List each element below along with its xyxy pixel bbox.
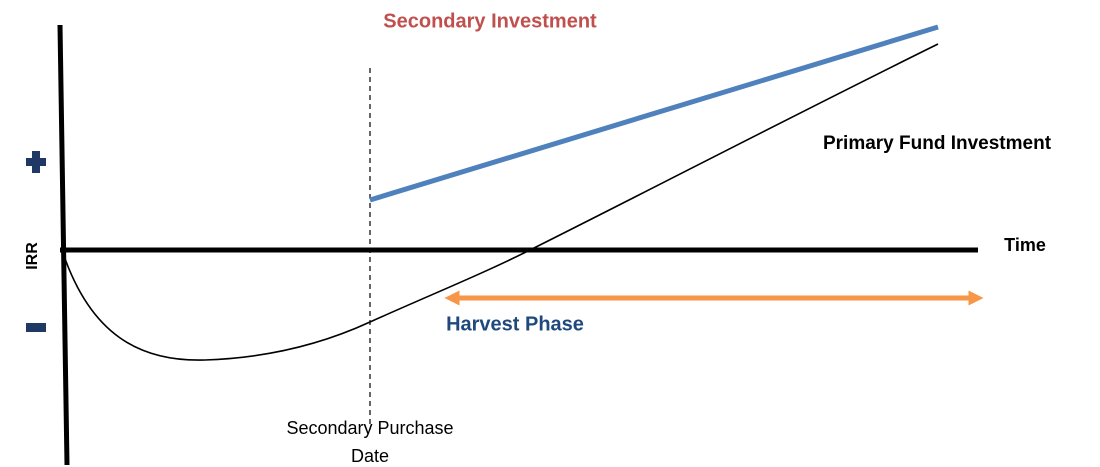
primary-curve [61, 43, 939, 361]
minus-icon [26, 323, 46, 332]
y-axis-label: IRR [24, 242, 41, 270]
y-axis [57, 24, 70, 466]
x-axis-label: Time [1004, 235, 1046, 255]
harvest-label: Harvest Phase [446, 313, 584, 335]
primary-label: Primary Fund Investment [823, 133, 1052, 154]
purchase-date-label: Secondary Purchase [286, 418, 453, 438]
secondary-label: Secondary Investment [383, 10, 597, 32]
purchase-date-label: Date [351, 446, 389, 466]
secondary-line [369, 24, 939, 203]
plus-icon [26, 151, 46, 173]
